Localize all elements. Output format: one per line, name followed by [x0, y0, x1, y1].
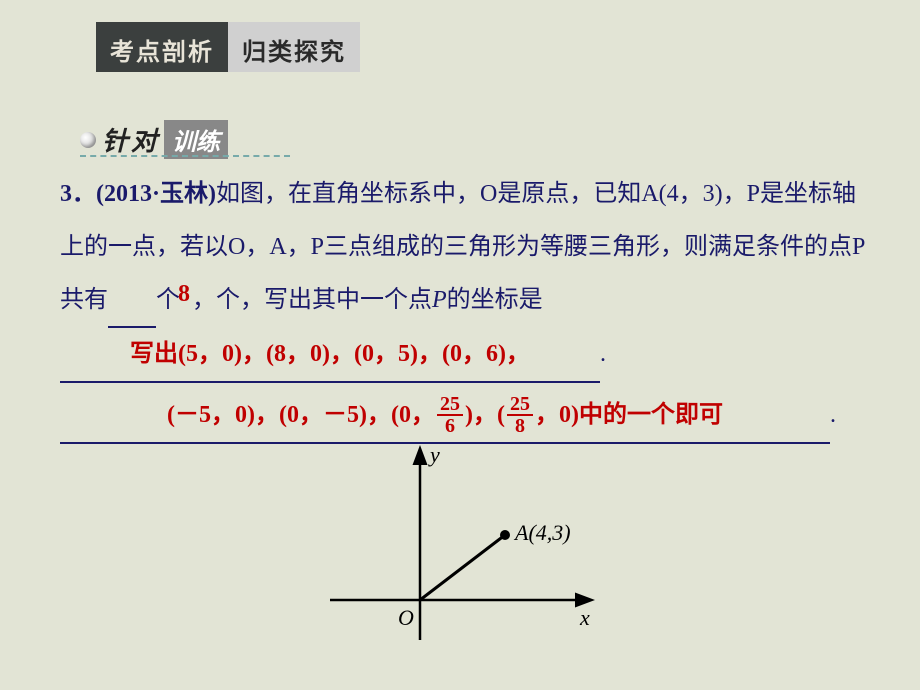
- ans2-a: (－5，0)，(0，－5)，(0，: [167, 402, 435, 428]
- blank-count: [108, 274, 156, 329]
- dash-underline: [80, 155, 290, 157]
- bullet-icon: [80, 132, 96, 148]
- y-label: y: [428, 442, 440, 467]
- header-bar: 考点剖析 归类探究: [96, 22, 360, 72]
- problem-content: 3．(2013·玉林)如图，在直角坐标系中，O是原点，已知A(4，3)，P是坐标…: [60, 168, 870, 444]
- answer-blank-1: 写出(5，0)，(8，0)，(0，5)，(0，6)，: [60, 328, 600, 383]
- x-label: x: [579, 605, 590, 630]
- point-A-label: A(4,3): [513, 520, 571, 545]
- answer-count: 8: [178, 281, 190, 307]
- problem-source: (2013·玉林): [96, 181, 216, 207]
- frac-2: 258: [507, 394, 533, 436]
- problem-number: 3: [60, 181, 72, 207]
- header-light-label: 归类探究: [228, 22, 360, 72]
- header-dark-label: 考点剖析: [96, 22, 228, 72]
- subheader-text: 针对: [102, 121, 160, 158]
- frac-1: 256: [437, 394, 463, 436]
- ans2-c: ，0)中的一个即可: [535, 402, 723, 428]
- sub-header: 针对 训练: [80, 120, 228, 159]
- problem-text-2c: 的坐标是: [447, 287, 543, 313]
- ans2-b: )，(: [465, 402, 505, 428]
- subheader-badge: 训练: [164, 120, 228, 159]
- answer-row-2: (－5，0)，(0，－5)，(0，256)，(258，0)中的一个即可 .: [60, 389, 870, 444]
- point-A: [500, 530, 510, 540]
- line-OA: [420, 535, 505, 600]
- problem-text-2: 个，写出其中一个点: [216, 287, 432, 313]
- point-P: P: [432, 287, 447, 313]
- answer-blank-2: (－5，0)，(0，－5)，(0，256)，(258，0)中的一个即可: [60, 389, 830, 444]
- coordinate-diagram: y x O A(4,3): [310, 440, 610, 670]
- origin-label: O: [398, 605, 414, 630]
